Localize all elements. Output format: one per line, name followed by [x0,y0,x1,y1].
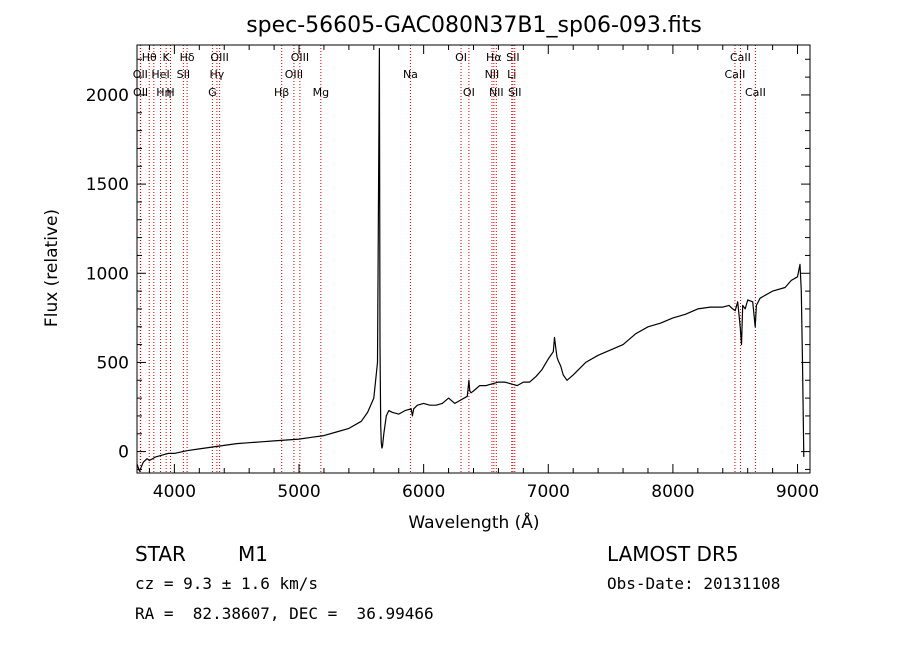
y-tick-label: 2000 [86,86,129,106]
spectral-line-label: CaII [745,86,766,99]
y-tick-label: 1000 [86,264,129,284]
spectral-line-label: Hδ [180,51,195,64]
survey-name: LAMOST DR5 [607,542,739,566]
observation-date: Obs-Date: 20131108 [607,574,781,593]
spectral-line-label: Hα [486,51,502,64]
spectral-line-label: SII [508,86,521,99]
spectral-line-label: SII [177,68,190,81]
spectral-line-label: Na [403,68,418,81]
spectral-line-label: OIII [285,68,303,81]
plot-frame [136,44,811,474]
spectral-line-label: NII [489,86,504,99]
spectral-line-label: SII [506,51,519,64]
x-tick-label: 9000 [776,482,819,502]
series-layer [136,47,805,472]
y-tick-label: 0 [118,443,129,463]
spectral-line-label: CaII [725,68,746,81]
spectrum-series-line [136,47,805,472]
x-tick-label: 6000 [402,482,445,502]
y-axis-label: Flux (relative) [42,209,62,327]
axis-ticks: 4000 5000 6000 7000 8000 9000 0 500 1000 1500 2000 [86,45,819,502]
chart-title: spec-56605-GAC080N37B1_sp06-093.fits [246,13,702,38]
spectral-line-label: OIII [210,51,228,64]
x-tick-label: 5000 [277,482,320,502]
x-axis-label: Wavelength (Å) [408,511,539,533]
spectral-line-label: Hβ [274,86,289,99]
redshift-velocity: cz = 9.3 ± 1.6 km/s [135,574,319,593]
spectral-line-label: K [163,51,171,64]
spectral-line-label: NII [485,68,500,81]
spectral-line-label: Hγ [209,68,224,81]
spectral-line-label: HeI [151,68,169,81]
spectral-line-label: Hη [156,86,171,99]
spectral-line-label: Li [507,68,516,81]
y-tick-label: 500 [97,353,129,373]
spectral-line-label: OI [455,51,467,64]
spectral-line-label: G [208,86,217,99]
spectral-line-label: OIII [291,51,309,64]
spectral-line-label: H [166,86,174,99]
x-tick-label: 7000 [527,482,570,502]
spectral-line-label: CaII [730,51,751,64]
sky-coordinates: RA = 82.38607, DEC = 36.99466 [135,604,434,623]
spectral-line-label: OI [463,86,475,99]
object-subclass: M1 [238,542,268,566]
object-class: STAR [135,542,186,566]
y-tick-label: 1500 [86,175,129,195]
spectral-line-label: Hθ [142,51,157,64]
x-tick-label: 4000 [153,482,196,502]
spectral-line-label: OII [133,86,148,99]
spectral-line-label: Mg [313,86,329,99]
x-tick-label: 8000 [651,482,694,502]
